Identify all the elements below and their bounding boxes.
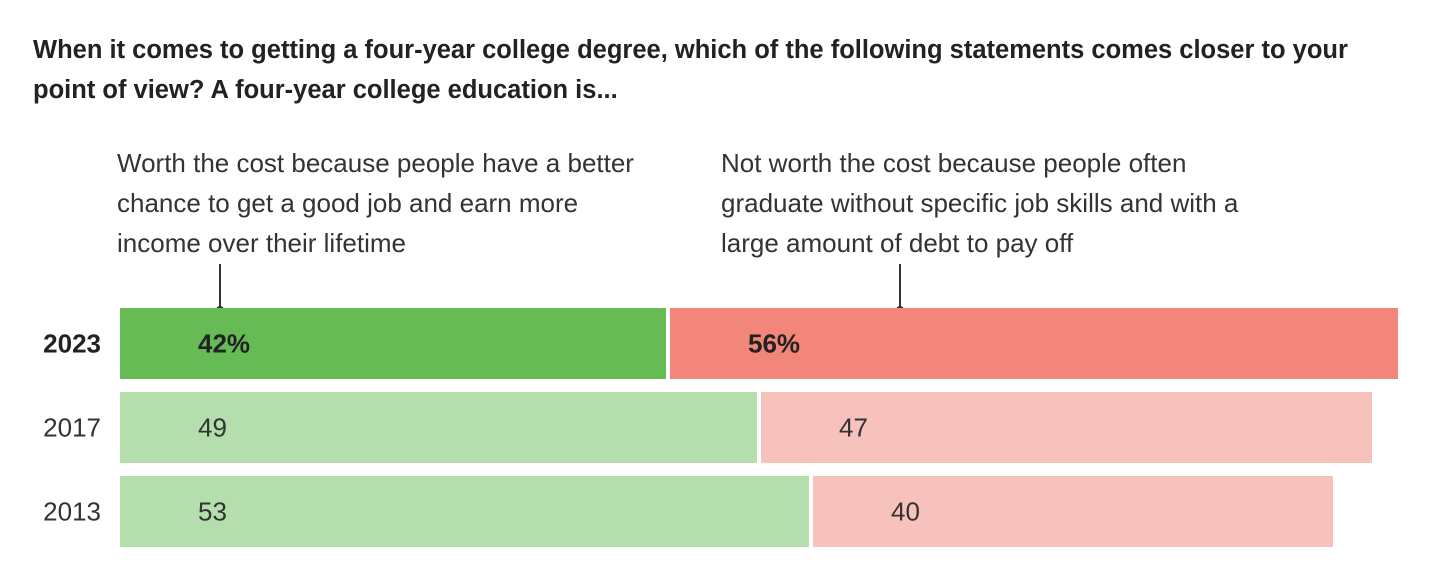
bar-not-worth-2023 <box>670 308 1398 379</box>
value-label-worth-2013: 53 <box>198 497 227 527</box>
year-label-2023: 2023 <box>43 329 101 359</box>
year-label-2017: 2017 <box>43 413 101 443</box>
value-label-not-worth-2023: 56% <box>748 329 800 359</box>
year-label-2013: 2013 <box>43 497 101 527</box>
chart-title: When it comes to getting a four-year col… <box>33 36 1348 104</box>
value-label-worth-2017: 49 <box>198 413 227 443</box>
value-label-worth-2023: 42% <box>198 329 250 359</box>
legend-worth-the-cost: Worth the cost because people have a bet… <box>117 148 634 258</box>
bar-not-worth-2017 <box>761 392 1372 463</box>
legend-not-worth-the-cost: Not worth the cost because people often … <box>721 148 1239 258</box>
bar-worth-2017 <box>120 392 757 463</box>
bar-worth-2013 <box>120 476 809 547</box>
bar-worth-2023 <box>120 308 666 379</box>
value-label-not-worth-2017: 47 <box>839 413 868 443</box>
bar-not-worth-2013 <box>813 476 1333 547</box>
value-label-not-worth-2013: 40 <box>891 497 920 527</box>
